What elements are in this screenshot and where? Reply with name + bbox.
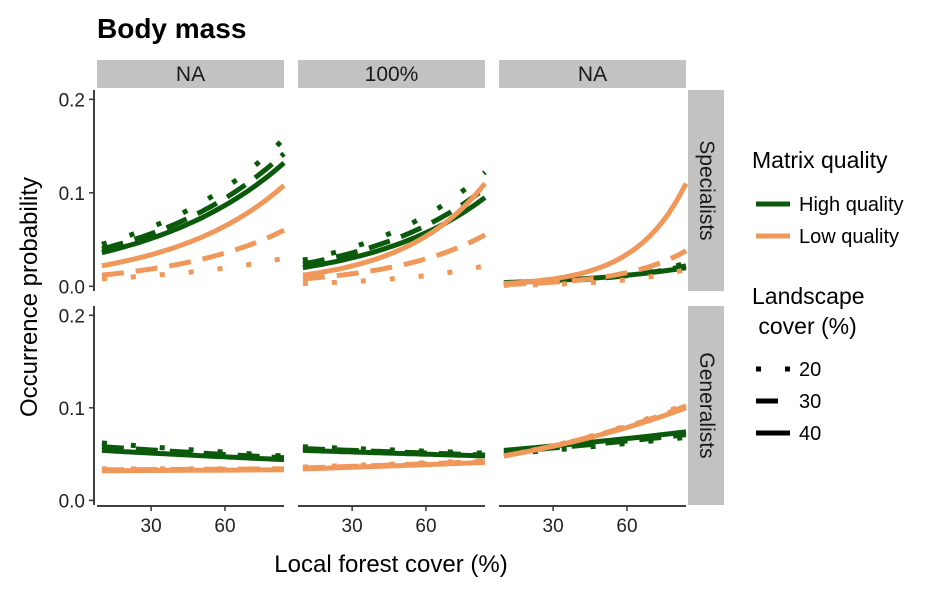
series-line-high-quality-cover-40 xyxy=(302,195,487,271)
x-tick-label: 60 xyxy=(214,516,235,537)
legend-label-cover-20: 20 xyxy=(799,359,821,381)
legend-color-title: Matrix quality xyxy=(752,147,888,173)
legend-label-high-quality: High quality xyxy=(799,194,904,216)
series-line-low-quality-cover-40 xyxy=(302,459,486,472)
series-line-low-quality-cover-40 xyxy=(503,405,687,459)
y-tick-label: 0.0 xyxy=(59,491,85,512)
y-tick-label: 0.2 xyxy=(59,306,85,327)
panel-specialists-col-3 xyxy=(503,182,689,288)
series-line-low-quality-cover-30 xyxy=(101,227,286,278)
series-line-low-quality-cover-20 xyxy=(302,263,486,286)
legend-label-low-quality: Low quality xyxy=(799,226,899,248)
legend: Matrix quality High quality Low quality … xyxy=(752,147,904,445)
column-strip-3 xyxy=(499,60,686,88)
x-tick-label: 30 xyxy=(342,516,363,537)
column-strip-label-1: NA xyxy=(176,63,205,86)
series-line-high-quality-cover-20 xyxy=(101,440,285,459)
column-strip-1 xyxy=(97,60,284,88)
series-line-high-quality-cover-40 xyxy=(101,447,285,463)
series-line-high-quality-cover-40 xyxy=(101,161,286,256)
row-strip-label-generalists: Generalists xyxy=(695,352,718,458)
series-line-low-quality-cover-20 xyxy=(503,267,687,288)
x-tick-label: 60 xyxy=(616,516,637,537)
panel-specialists-col-2 xyxy=(302,170,487,286)
series-line-high-quality-cover-20 xyxy=(302,444,486,456)
series-line-high-quality-cover-30 xyxy=(101,151,286,252)
series-line-high-quality-cover-40 xyxy=(302,447,486,459)
legend-linetype-title-line2: cover (%) xyxy=(752,313,857,339)
series-line-low-quality-cover-20 xyxy=(101,255,285,282)
panel-specialists-col-1 xyxy=(101,136,286,282)
legend-label-cover-30: 30 xyxy=(799,391,821,413)
column-strip-label-2: 100% xyxy=(365,63,419,86)
y-tick-label: 0.1 xyxy=(59,184,85,205)
series-line-low-quality-cover-30 xyxy=(503,248,688,287)
x-axis-title: Local forest cover (%) xyxy=(274,551,507,578)
series-line-high-quality-cover-30 xyxy=(503,432,687,455)
panel-generalists-col-2 xyxy=(302,444,486,472)
legend-label-cover-40: 40 xyxy=(799,423,821,445)
column-strip-label-3: NA xyxy=(578,63,607,86)
y-tick-label: 0.0 xyxy=(59,277,85,298)
series-line-low-quality-cover-40 xyxy=(101,183,286,269)
series-line-low-quality-cover-40 xyxy=(101,467,285,474)
row-strip-label-specialists: Specialists xyxy=(695,140,718,240)
row-strip-specialists xyxy=(688,90,724,291)
series-line-high-quality-cover-20 xyxy=(101,136,286,247)
x-tick-label: 30 xyxy=(543,516,564,537)
y-tick-label: 0.1 xyxy=(59,399,85,420)
y-axis-title: Occurrence probability xyxy=(16,177,43,417)
chart-title: Body mass xyxy=(97,13,246,44)
legend-linetype-title-line1: Landscape xyxy=(752,283,865,309)
column-strip-2 xyxy=(298,60,485,88)
x-tick-label: 30 xyxy=(141,516,162,537)
series-line-low-quality-cover-30 xyxy=(302,232,487,282)
series-line-low-quality-cover-40 xyxy=(503,182,689,286)
panel-generalists-col-1 xyxy=(101,440,285,474)
row-strip-generalists xyxy=(688,306,724,505)
x-tick-label: 60 xyxy=(415,516,436,537)
series-line-low-quality-cover-40 xyxy=(302,181,487,278)
panels-layer: NA 100% NA Specialists Generalists 0.0 0.1 0.2 0… xyxy=(59,60,724,537)
series-line-high-quality-cover-20 xyxy=(302,170,487,263)
y-tick-label: 0.2 xyxy=(59,90,85,111)
panel-generalists-col-3 xyxy=(503,401,687,459)
